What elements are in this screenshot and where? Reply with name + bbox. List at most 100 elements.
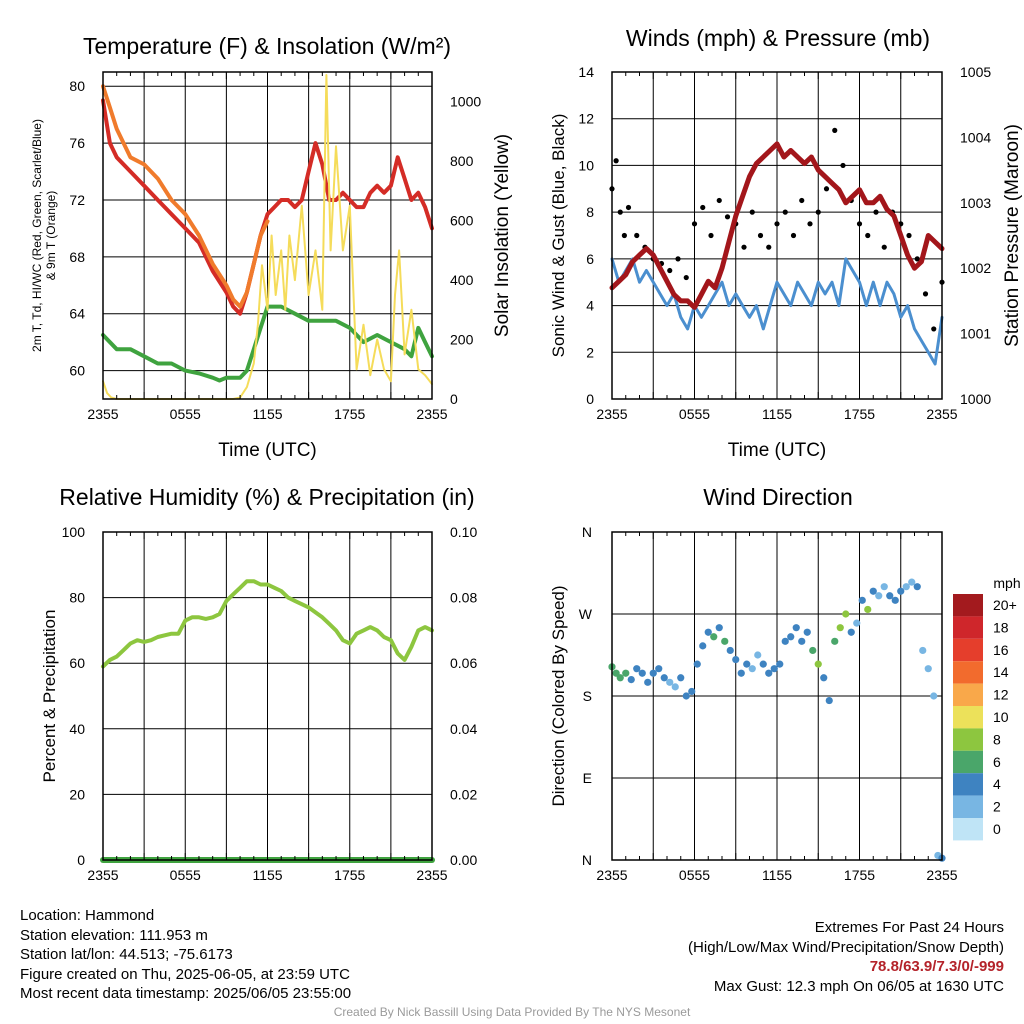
direction-point	[886, 592, 894, 600]
direction-point	[649, 669, 657, 677]
max-gust-text: Max Gust: 12.3 mph On 06/05 at 1630 UTC	[713, 977, 1004, 995]
legend-swatch	[953, 706, 983, 729]
y-tick-label: 0	[77, 852, 85, 868]
x-tick-label: 2355	[87, 406, 118, 422]
x-tick-label: 2355	[416, 867, 447, 883]
tick-marks	[102, 532, 433, 860]
direction-point	[699, 642, 707, 650]
extremes-values: 78.8/63.9/7.3/0/-999	[869, 958, 1004, 975]
y-tick-label: 60	[69, 655, 85, 671]
y-tick-label: 40	[69, 721, 85, 737]
direction-point	[880, 583, 888, 591]
chart-panel-1: Temperature (F) & Insolation (W/m²) 2355 0…	[30, 33, 513, 461]
legend-label: 12	[993, 687, 1009, 703]
y2-tick-label: 1003	[960, 195, 991, 211]
y-tick-label: N	[582, 852, 592, 868]
direction-point	[908, 578, 916, 586]
chart-title: Wind Direction	[703, 484, 853, 510]
direction-point	[693, 660, 701, 668]
y2-tick-label: 0.08	[450, 590, 477, 606]
gust-point	[683, 274, 689, 281]
extremes-subtitle: (High/Low/Max Wind/Precipitation/Snow De…	[688, 938, 1004, 956]
extremes-info: Extremes For Past 24 Hours (High/Low/Max…	[688, 918, 1004, 996]
direction-point	[726, 646, 734, 655]
direction-point	[688, 687, 696, 696]
y2-tick-label: 0.10	[450, 524, 477, 540]
elevation-text: Station elevation: 111.953 m	[20, 926, 208, 944]
x-tick-label: 1755	[334, 406, 365, 422]
y-tick-label: 6	[586, 251, 594, 267]
gust-point	[815, 209, 821, 215]
direction-point	[754, 651, 762, 659]
gust-point	[724, 214, 731, 220]
legend-swatch	[953, 594, 983, 617]
y-axis-label: 2m T, Td, HI/WC (Red, Green, Scarlet/Blu…	[30, 119, 44, 352]
x-tick-label: 2355	[926, 406, 957, 422]
gust-point	[881, 244, 887, 250]
y-tick-label: 64	[69, 306, 85, 322]
y2-tick-label: 400	[450, 272, 474, 288]
series-line-9m-t	[101, 84, 270, 309]
gust-point	[856, 221, 863, 227]
direction-point	[891, 596, 899, 604]
gust-point	[766, 244, 772, 250]
gust-point	[634, 232, 640, 239]
direction-point	[781, 637, 789, 645]
legend-label: 14	[993, 664, 1009, 680]
x-tick-label: 0555	[679, 406, 710, 422]
direction-point	[743, 660, 751, 668]
direction-point	[770, 665, 778, 673]
gust-point	[790, 232, 797, 239]
direction-point	[902, 583, 910, 591]
direction-point	[644, 678, 652, 686]
gust-point	[741, 244, 747, 250]
y-tick-label: 80	[69, 590, 85, 606]
legend-label: 0	[993, 821, 1001, 837]
direction-point	[737, 669, 745, 677]
x-tick-label: 0555	[170, 406, 201, 422]
chart-title: Relative Humidity (%) & Precipitation (i…	[59, 484, 474, 510]
y-tick-label: 14	[578, 64, 594, 80]
gust-point	[865, 232, 871, 239]
x-tick-label: 0555	[679, 867, 710, 883]
direction-point	[759, 660, 767, 668]
direction-point	[809, 646, 817, 655]
y-axis-label: Percent & Precipitation	[40, 610, 59, 783]
series-line-rh	[101, 579, 434, 669]
direction-point	[919, 646, 927, 655]
x-tick-label: 1755	[334, 867, 365, 883]
y-tick-label: W	[579, 606, 593, 622]
y2-tick-label: 600	[450, 213, 474, 229]
chart-title: Temperature (F) & Insolation (W/m²)	[83, 33, 451, 59]
x-tick-label: 1155	[252, 867, 282, 883]
direction-point	[633, 665, 641, 673]
y-tick-label: N	[582, 524, 592, 540]
series-line-sonic-wind	[610, 257, 944, 366]
x-tick-label: 1155	[252, 406, 282, 422]
y2-tick-label: 800	[450, 153, 474, 169]
y-tick-label: 12	[578, 111, 594, 127]
gust-point	[757, 232, 764, 239]
direction-point	[803, 628, 811, 636]
legend-swatch	[953, 661, 983, 684]
y-tick-label: 0	[586, 391, 594, 407]
gust-point	[914, 256, 920, 262]
direction-point	[660, 674, 668, 682]
direction-point	[682, 692, 690, 700]
gust-point	[823, 186, 830, 192]
y2-tick-label: 0.06	[450, 655, 477, 671]
direction-point	[671, 683, 679, 691]
legend-swatch	[953, 818, 983, 841]
direction-point	[715, 624, 723, 632]
x-tick-label: 2355	[87, 867, 118, 883]
y-tick-label: 8	[586, 204, 594, 220]
gust-point	[832, 127, 838, 133]
direction-point	[930, 692, 938, 700]
extremes-title: Extremes For Past 24 Hours	[814, 919, 1004, 936]
y-tick-label: 60	[69, 363, 85, 379]
legend-label: 20+	[993, 597, 1017, 613]
direction-point	[787, 633, 795, 641]
tick-marks	[102, 72, 433, 399]
legend-label: 18	[993, 619, 1009, 635]
